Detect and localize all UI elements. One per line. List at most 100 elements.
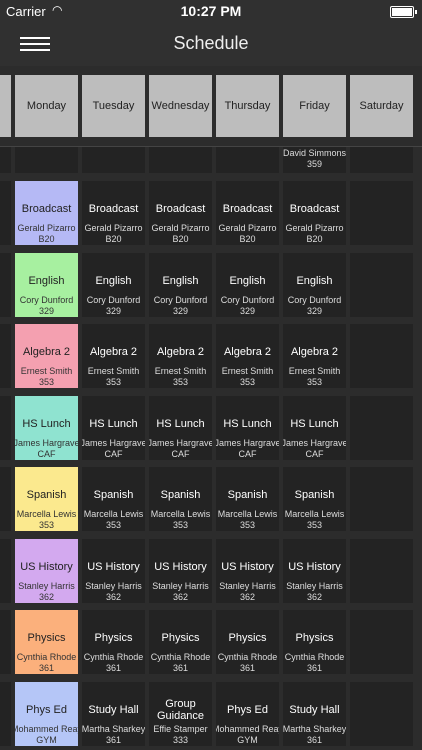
cell-subject: HS Lunch xyxy=(89,418,138,430)
cell-teacher: Marcella Lewis xyxy=(150,509,211,519)
cell-teacher: Marcella Lewis xyxy=(284,509,345,519)
schedule-cell-partial[interactable] xyxy=(15,147,78,173)
schedule-cell[interactable]: Physics Cynthia Rhode 361 xyxy=(283,610,346,674)
schedule-cell[interactable]: Broadcast Gerald Pizarro B20 xyxy=(216,181,279,245)
schedule-cell-empty[interactable] xyxy=(350,682,413,746)
schedule-cell-edge[interactable] xyxy=(0,682,11,746)
cell-teacher: Cory Dunford xyxy=(86,295,141,305)
schedule-cell[interactable]: Physics Cynthia Rhode 361 xyxy=(149,610,212,674)
schedule-cell-empty[interactable] xyxy=(350,396,413,460)
cell-teacher: Cory Dunford xyxy=(153,295,208,305)
cell-subject: Broadcast xyxy=(88,203,139,215)
day-header-thursday[interactable]: Thursday xyxy=(216,75,279,137)
schedule-cell[interactable]: US History Stanley Harris 362 xyxy=(149,539,212,603)
cell-subject: Broadcast xyxy=(21,203,72,215)
cell-subject: Spanish xyxy=(26,489,67,501)
cell-room: CAF xyxy=(171,449,190,459)
schedule-cell[interactable]: English Cory Dunford 329 xyxy=(15,253,78,317)
schedule-cell[interactable]: Physics Cynthia Rhode 361 xyxy=(216,610,279,674)
schedule-cell-partial[interactable] xyxy=(216,147,279,173)
schedule-cell-edge[interactable] xyxy=(0,324,11,388)
schedule-cell[interactable]: US History Stanley Harris 362 xyxy=(82,539,145,603)
schedule-cell[interactable]: Spanish Marcella Lewis 353 xyxy=(149,467,212,531)
schedule-cell-empty[interactable] xyxy=(350,539,413,603)
schedule-cell[interactable]: Broadcast Gerald Pizarro B20 xyxy=(82,181,145,245)
hamburger-menu-icon[interactable] xyxy=(20,37,50,51)
schedule-cell-empty[interactable] xyxy=(350,610,413,674)
day-header-previous[interactable] xyxy=(0,75,11,137)
schedule-cell[interactable]: Spanish Marcella Lewis 353 xyxy=(82,467,145,531)
schedule-cell[interactable]: Algebra 2 Ernest Smith 353 xyxy=(216,324,279,388)
schedule-cell[interactable]: English Cory Dunford 329 xyxy=(82,253,145,317)
cell-teacher: Stanley Harris xyxy=(219,581,276,591)
schedule-cell-partial[interactable] xyxy=(82,147,145,173)
cell-teacher: Marcella Lewis xyxy=(83,509,144,519)
schedule-cell[interactable]: HS Lunch James Hargrave CAF xyxy=(283,396,346,460)
schedule-cell[interactable]: Algebra 2 Ernest Smith 353 xyxy=(82,324,145,388)
schedule-cell[interactable]: HS Lunch James Hargrave CAF xyxy=(15,396,78,460)
schedule-cell[interactable]: English Cory Dunford 329 xyxy=(149,253,212,317)
schedule-cell-partial[interactable] xyxy=(149,147,212,173)
schedule-cell[interactable]: Broadcast Gerald Pizarro B20 xyxy=(15,181,78,245)
schedule-cell-empty[interactable] xyxy=(350,467,413,531)
schedule-cell[interactable]: Spanish Marcella Lewis 353 xyxy=(283,467,346,531)
cell-subject: US History xyxy=(288,561,341,573)
schedule-cell-edge[interactable] xyxy=(0,181,11,245)
schedule-cell[interactable]: HS Lunch James Hargrave CAF xyxy=(82,396,145,460)
cell-subject: Physics xyxy=(94,632,133,644)
schedule-cell-empty[interactable] xyxy=(350,181,413,245)
cell-room: B20 xyxy=(306,234,323,244)
cell-teacher: Cory Dunford xyxy=(19,295,74,305)
schedule-cell[interactable]: Physics Cynthia Rhode 361 xyxy=(82,610,145,674)
schedule-cell[interactable]: Broadcast Gerald Pizarro B20 xyxy=(283,181,346,245)
cell-room: 353 xyxy=(239,377,256,387)
cell-subject: US History xyxy=(221,561,274,573)
schedule-cell[interactable]: HS Lunch James Hargrave CAF xyxy=(149,396,212,460)
cell-teacher: Cynthia Rhode xyxy=(217,652,278,662)
cell-room: B20 xyxy=(239,234,256,244)
schedule-cell-partial[interactable] xyxy=(0,147,11,173)
schedule-cell-edge[interactable] xyxy=(0,539,11,603)
schedule-cell[interactable]: Spanish Marcella Lewis 353 xyxy=(15,467,78,531)
schedule-cell[interactable]: English Cory Dunford 329 xyxy=(283,253,346,317)
cell-teacher: Ernest Smith xyxy=(87,366,140,376)
schedule-cell[interactable]: Spanish Marcella Lewis 353 xyxy=(216,467,279,531)
schedule-cell-edge[interactable] xyxy=(0,253,11,317)
schedule-cell-edge[interactable] xyxy=(0,396,11,460)
schedule-cell[interactable]: Group Guidance Effie Stamper 333 xyxy=(149,682,212,746)
day-header-wednesday[interactable]: Wednesday xyxy=(149,75,212,137)
schedule-cell[interactable]: Study Hall Martha Sharkey 361 xyxy=(82,682,145,746)
cell-teacher: Gerald Pizarro xyxy=(218,223,277,233)
schedule-cell[interactable]: HS Lunch James Hargrave CAF xyxy=(216,396,279,460)
cell-teacher: Cynthia Rhode xyxy=(16,652,77,662)
cell-teacher: Marcella Lewis xyxy=(217,509,278,519)
schedule-cell[interactable]: English Cory Dunford 329 xyxy=(216,253,279,317)
schedule-cell[interactable]: US History Stanley Harris 362 xyxy=(216,539,279,603)
schedule-cell[interactable]: Phys Ed Mohammed ReayGYM xyxy=(216,682,279,746)
schedule-cell-partial[interactable] xyxy=(350,147,413,173)
cell-room: 329 xyxy=(306,306,323,316)
schedule-cell[interactable]: Algebra 2 Ernest Smith 353 xyxy=(15,324,78,388)
cell-teacher: Cynthia Rhode xyxy=(83,652,144,662)
schedule-cell-edge[interactable] xyxy=(0,467,11,531)
day-header-friday[interactable]: Friday xyxy=(283,75,346,137)
cell-subject: Physics xyxy=(27,632,66,644)
cell-subject: US History xyxy=(154,561,207,573)
schedule-cell[interactable]: Physics Cynthia Rhode 361 xyxy=(15,610,78,674)
day-header-tuesday[interactable]: Tuesday xyxy=(82,75,145,137)
day-header-monday[interactable]: Monday xyxy=(15,75,78,137)
cell-room: 362 xyxy=(239,592,256,602)
schedule-cell[interactable]: Phys Ed Mohammed ReayGYM xyxy=(15,682,78,746)
schedule-cell-partial[interactable]: David Simmons 359 xyxy=(283,147,346,173)
schedule-cell[interactable]: Algebra 2 Ernest Smith 353 xyxy=(283,324,346,388)
day-header-saturday[interactable]: Saturday xyxy=(350,75,413,137)
schedule-cell[interactable]: US History Stanley Harris 362 xyxy=(283,539,346,603)
schedule-cell[interactable]: Algebra 2 Ernest Smith 353 xyxy=(149,324,212,388)
cell-room: CAF xyxy=(104,449,123,459)
schedule-cell-empty[interactable] xyxy=(350,324,413,388)
schedule-cell[interactable]: US History Stanley Harris 362 xyxy=(15,539,78,603)
schedule-cell-empty[interactable] xyxy=(350,253,413,317)
schedule-cell[interactable]: Study Hall Martha Sharkey 361 xyxy=(283,682,346,746)
schedule-cell-edge[interactable] xyxy=(0,610,11,674)
schedule-cell[interactable]: Broadcast Gerald Pizarro B20 xyxy=(149,181,212,245)
